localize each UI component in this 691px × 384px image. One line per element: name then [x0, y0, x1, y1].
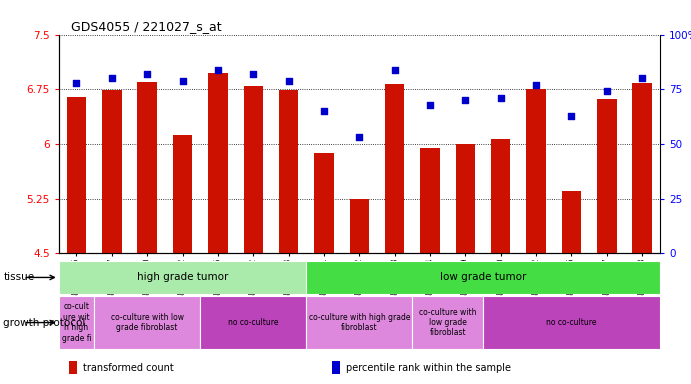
Bar	[483, 296, 660, 349]
Point	[531, 82, 542, 88]
Text: no co-culture: no co-culture	[547, 318, 597, 327]
Point	[283, 78, 294, 84]
Text: growth protocol: growth protocol	[3, 318, 86, 328]
Bar	[350, 199, 369, 253]
Bar	[59, 296, 94, 349]
Text: co-culture with high grade
fibroblast: co-culture with high grade fibroblast	[309, 313, 410, 332]
Text: co-culture with low
grade fibroblast: co-culture with low grade fibroblast	[111, 313, 184, 332]
Bar	[491, 139, 511, 253]
Bar	[173, 135, 192, 253]
Bar	[200, 296, 306, 349]
Text: no co-culture: no co-culture	[228, 318, 278, 327]
Point	[389, 66, 400, 73]
Text: co-culture with
low grade
fibroblast: co-culture with low grade fibroblast	[419, 308, 477, 338]
Bar	[306, 296, 413, 349]
Point	[495, 95, 507, 101]
Point	[424, 101, 435, 108]
Bar	[413, 296, 483, 349]
Point	[212, 66, 223, 73]
Point	[319, 108, 330, 114]
Bar	[67, 97, 86, 253]
Point	[566, 113, 577, 119]
Text: GDS4055 / 221027_s_at: GDS4055 / 221027_s_at	[70, 20, 221, 33]
Bar	[306, 261, 660, 294]
Point	[601, 88, 612, 94]
Bar	[314, 154, 334, 253]
Bar	[102, 90, 122, 253]
Text: percentile rank within the sample: percentile rank within the sample	[346, 363, 511, 373]
Text: low grade tumor: low grade tumor	[440, 272, 527, 283]
Bar	[527, 89, 546, 253]
Point	[460, 97, 471, 103]
Point	[142, 71, 153, 77]
Text: co-cult
ure wit
h high
grade fi: co-cult ure wit h high grade fi	[61, 303, 91, 343]
Bar	[94, 296, 200, 349]
Point	[71, 79, 82, 86]
Bar	[243, 86, 263, 253]
Bar	[279, 90, 299, 253]
Text: high grade tumor: high grade tumor	[137, 272, 228, 283]
Text: transformed count: transformed count	[83, 363, 173, 373]
Point	[177, 78, 188, 84]
Text: tissue: tissue	[3, 272, 35, 282]
Point	[354, 134, 365, 141]
Bar	[138, 82, 157, 253]
Bar	[562, 191, 581, 253]
Bar	[385, 84, 404, 253]
Bar	[597, 99, 616, 253]
Point	[106, 75, 117, 81]
Bar	[455, 144, 475, 253]
Bar	[632, 83, 652, 253]
Point	[636, 75, 647, 81]
Bar	[59, 261, 306, 294]
Point	[247, 71, 258, 77]
Bar	[420, 148, 439, 253]
Bar	[208, 73, 227, 253]
